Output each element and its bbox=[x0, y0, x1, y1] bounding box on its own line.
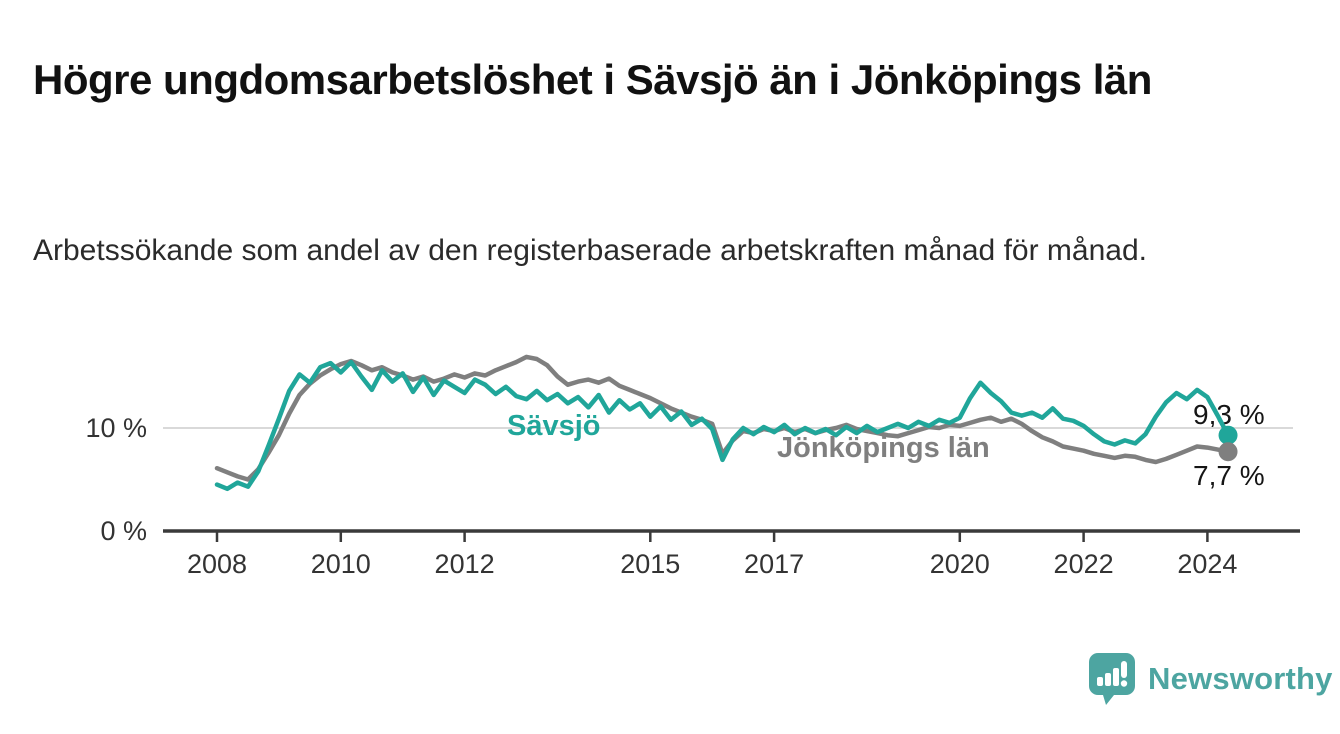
y-axis-label-0: 0 % bbox=[100, 516, 147, 546]
series-label-savsjo: Sävsjö bbox=[507, 410, 601, 442]
x-axis-label-2024: 2024 bbox=[1177, 549, 1237, 579]
chart-subtitle: Arbetssökande som andel av den registerb… bbox=[33, 234, 1147, 267]
y-axis-label-10: 10 % bbox=[85, 413, 147, 443]
x-axis-label-2017: 2017 bbox=[744, 549, 804, 579]
x-axis-label-2012: 2012 bbox=[435, 549, 495, 579]
end-dot-savsjo bbox=[1218, 425, 1238, 445]
x-axis-label-2015: 2015 bbox=[620, 549, 680, 579]
x-axis-label-2020: 2020 bbox=[930, 549, 990, 579]
end-value-label-savsjo: 9,3 % bbox=[1193, 399, 1265, 430]
x-axis-label-2008: 2008 bbox=[187, 549, 247, 579]
x-axis-label-2022: 2022 bbox=[1054, 549, 1114, 579]
page-title: Högre ungdomsarbetslöshet i Sävsjö än i … bbox=[33, 56, 1152, 104]
newsworthy-logo-icon bbox=[1089, 653, 1135, 705]
x-axis-label-2010: 2010 bbox=[311, 549, 371, 579]
newsworthy-logo-text: Newsworthy bbox=[1148, 661, 1333, 696]
end-value-label-jonkoping: 7,7 % bbox=[1193, 460, 1265, 491]
series-label-jonkoping: Jönköpings län bbox=[777, 432, 990, 464]
series-line-savsjo bbox=[214, 359, 1231, 492]
end-dot-jonkoping bbox=[1218, 442, 1238, 462]
newsworthy-logo: Newsworthy bbox=[1088, 652, 1333, 706]
